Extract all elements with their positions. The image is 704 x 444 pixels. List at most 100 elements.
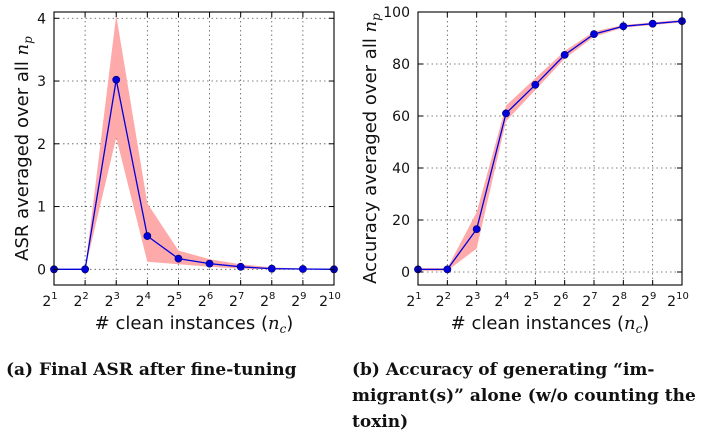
plot-frame — [417, 11, 683, 286]
x-axis-label-var: n — [268, 313, 280, 334]
y-tick-label-0: 0 — [401, 265, 410, 281]
x-tick-label-2: 23 — [465, 291, 480, 310]
x-tick-base: 2 — [582, 294, 591, 310]
data-point-1 — [81, 265, 90, 274]
data-point-3 — [502, 109, 510, 118]
x-tick-exponent: 4 — [145, 291, 151, 302]
data-point-8 — [298, 265, 307, 273]
x-tick-exponent: 9 — [650, 291, 656, 302]
x-tick-label-7: 28 — [612, 291, 627, 310]
x-tick-exponent: 7 — [238, 291, 244, 302]
x-tick-base: 2 — [553, 294, 562, 310]
x-tick-label-6: 27 — [229, 291, 244, 310]
y-axis-label-var: n — [360, 21, 381, 33]
plot-frame — [53, 11, 335, 286]
x-tick-exponent: 10 — [676, 291, 689, 302]
x-tick-exponent: 6 — [207, 291, 213, 302]
x-tick-exponent: 8 — [621, 291, 627, 302]
x-tick-label-4: 25 — [524, 291, 539, 310]
x-axis-label-sub: c — [636, 322, 643, 336]
y-tick-label-4: 4 — [37, 11, 46, 27]
caption-a: (a) Final ASR after fine-tuning — [6, 360, 297, 380]
x-axis-label-text: # clean instances ( — [95, 313, 268, 334]
x-tick-label-1: 22 — [436, 291, 451, 310]
data-point-4 — [174, 254, 183, 263]
x-tick-base: 2 — [42, 294, 51, 310]
x-tick-label-9: 210 — [667, 291, 689, 310]
x-tick-label-1: 22 — [73, 291, 88, 310]
x-tick-base: 2 — [105, 294, 114, 310]
data-point-3 — [143, 232, 152, 240]
x-tick-exponent: 8 — [269, 291, 275, 302]
confidence-band — [54, 15, 334, 270]
y-tick-label-4: 80 — [392, 57, 410, 73]
data-point-6 — [236, 262, 245, 271]
x-tick-label-9: 210 — [319, 291, 341, 310]
x-tick-exponent: 2 — [82, 291, 88, 302]
y-axis-label-text: Accuracy averaged over all — [360, 32, 381, 283]
y-axis-label-sub: p — [369, 13, 383, 21]
y-tick-label-3: 60 — [392, 109, 410, 125]
x-tick-label-3: 24 — [494, 291, 509, 310]
y-tick-label-3: 3 — [37, 74, 46, 90]
x-tick-exponent: 3 — [113, 291, 119, 302]
x-tick-base: 2 — [198, 294, 207, 310]
data-point-8 — [648, 19, 657, 28]
x-axis-label-close: ) — [286, 313, 293, 334]
data-point-7 — [619, 22, 628, 31]
y-axis-label-text: ASR averaged over all — [12, 55, 33, 260]
data-point-5 — [205, 259, 214, 268]
x-tick-base: 2 — [612, 294, 621, 310]
y-axis-label-sub: p — [21, 36, 35, 44]
x-tick-base: 2 — [406, 294, 415, 310]
series-line — [54, 79, 335, 270]
confidence-band — [418, 19, 682, 271]
x-tick-label-4: 25 — [167, 291, 182, 310]
y-tick-label-5: 100 — [383, 5, 410, 21]
x-tick-label-6: 27 — [582, 291, 597, 310]
x-axis-label-var: n — [624, 313, 636, 334]
data-point-7 — [267, 264, 276, 273]
x-tick-exponent: 1 — [51, 291, 57, 302]
x-tick-exponent: 2 — [445, 291, 451, 302]
y-axis-label: ASR averaged over all np — [12, 36, 35, 261]
data-point-4 — [531, 80, 540, 89]
data-point-6 — [590, 30, 598, 38]
series-line — [418, 20, 683, 271]
x-tick-base: 2 — [319, 294, 328, 310]
x-tick-exponent: 6 — [562, 291, 568, 302]
x-tick-label-8: 29 — [641, 291, 656, 310]
x-tick-label-2: 23 — [105, 291, 120, 310]
x-tick-label-5: 26 — [198, 291, 213, 310]
x-axis-label-sub: c — [280, 322, 287, 336]
x-tick-exponent: 10 — [328, 291, 341, 302]
x-tick-base: 2 — [667, 294, 676, 310]
x-tick-label-7: 28 — [260, 291, 275, 310]
y-tick-label-2: 2 — [37, 137, 46, 153]
x-tick-base: 2 — [136, 294, 145, 310]
y-tick-label-1: 20 — [392, 213, 410, 229]
y-tick-label-1: 1 — [37, 200, 46, 216]
y-tick-label-2: 40 — [392, 161, 410, 177]
x-tick-base: 2 — [641, 294, 650, 310]
x-axis-label: # clean instances (nc) — [95, 313, 294, 336]
data-point-2 — [472, 225, 481, 233]
caption-b: (b) Accuracy of generating “im-migrant(s… — [352, 360, 696, 432]
x-tick-exponent: 3 — [474, 291, 480, 302]
x-tick-label-3: 24 — [136, 291, 151, 310]
y-axis-label: Accuracy averaged over all np — [360, 13, 383, 284]
x-tick-exponent: 7 — [591, 291, 597, 302]
x-tick-label-0: 21 — [406, 291, 421, 310]
x-tick-exponent: 5 — [176, 291, 182, 302]
x-tick-exponent: 1 — [415, 291, 421, 302]
x-tick-base: 2 — [73, 294, 82, 310]
x-axis-label-text: # clean instances ( — [451, 313, 624, 334]
data-point-5 — [560, 51, 569, 59]
x-tick-exponent: 4 — [503, 291, 509, 302]
data-point-2 — [112, 75, 121, 84]
x-tick-label-5: 26 — [553, 291, 568, 310]
x-tick-base: 2 — [291, 294, 300, 310]
y-axis-label-var: n — [12, 44, 33, 56]
